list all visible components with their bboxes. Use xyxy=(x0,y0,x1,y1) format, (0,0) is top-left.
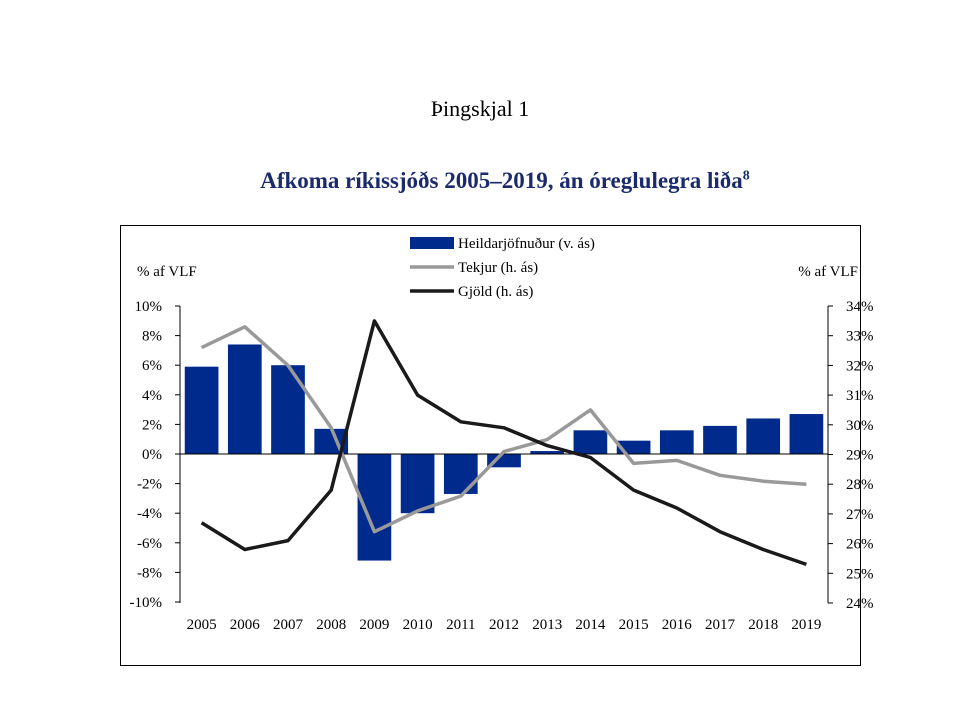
right-tick-label: 25% xyxy=(846,566,874,582)
chart-title: Afkoma ríkissjóðs 2005–2019, án óreglule… xyxy=(0,168,960,194)
bar-2005 xyxy=(184,366,219,454)
left-tick-label: -2% xyxy=(137,477,162,493)
x-tick-label: 2011 xyxy=(446,617,475,633)
bar-2019 xyxy=(789,414,824,454)
bar-2018 xyxy=(746,418,781,454)
line-tekjur xyxy=(200,325,807,534)
legend-label: Gjöld (h. ás) xyxy=(458,284,533,300)
left-tick-label: 6% xyxy=(142,358,162,374)
x-tick-label: 2016 xyxy=(662,617,693,633)
bar-2010 xyxy=(400,454,435,514)
legend-swatch-bar xyxy=(410,237,454,249)
x-tick-label: 2012 xyxy=(489,617,519,633)
right-tick-label: 33% xyxy=(846,329,874,345)
legend-label: Heildarjöfnuður (v. ás) xyxy=(458,236,595,252)
bar-2006 xyxy=(227,344,262,454)
bar-2007 xyxy=(271,365,305,454)
x-tick-label: 2008 xyxy=(316,617,346,633)
bar-2016 xyxy=(659,430,694,454)
left-tick-label: 10% xyxy=(135,299,163,315)
title-footnote: 8 xyxy=(742,168,750,184)
right-tick-label: 31% xyxy=(846,388,874,404)
right-tick-label: 26% xyxy=(846,537,874,553)
left-tick-label: -10% xyxy=(130,595,163,611)
left-tick-label: 8% xyxy=(142,329,162,345)
right-tick-label: 32% xyxy=(846,358,874,374)
right-tick-label: 34% xyxy=(846,299,874,315)
bar-2017 xyxy=(703,425,737,454)
left-tick-label: -4% xyxy=(137,506,162,522)
left-tick-label: 0% xyxy=(142,447,162,463)
left-tick-label: -6% xyxy=(137,536,162,552)
legend-label: Tekjur (h. ás) xyxy=(458,260,538,276)
x-tick-label: 2007 xyxy=(273,617,304,633)
chart-title-text: Afkoma ríkissjóðs 2005–2019, án óreglule… xyxy=(260,168,743,193)
right-tick-label: 27% xyxy=(846,507,874,523)
bar-2013 xyxy=(530,451,565,454)
x-tick-label: 2006 xyxy=(230,617,261,633)
x-tick-label: 2017 xyxy=(705,617,736,633)
x-tick-label: 2015 xyxy=(619,617,649,633)
chart-frame xyxy=(120,225,861,666)
bar-2012 xyxy=(487,454,521,468)
bar-2011 xyxy=(443,454,478,494)
x-tick-label: 2014 xyxy=(575,617,606,633)
x-tick-label: 2018 xyxy=(748,617,778,633)
left-tick-label: 4% xyxy=(142,388,162,404)
x-tick-label: 2010 xyxy=(403,617,433,633)
right-tick-label: 30% xyxy=(846,418,874,434)
right-tick-label: 29% xyxy=(846,448,874,464)
x-tick-label: 2005 xyxy=(187,617,217,633)
x-tick-label: 2009 xyxy=(359,617,389,633)
x-tick-label: 2019 xyxy=(791,617,821,633)
right-tick-label: 28% xyxy=(846,477,874,493)
page-header: Þingskjal 1 xyxy=(430,96,530,121)
x-tick-label: 2013 xyxy=(532,617,562,633)
right-tick-label: 24% xyxy=(846,596,874,612)
left-tick-label: 2% xyxy=(142,417,162,433)
left-axis-label: % af VLF xyxy=(137,264,197,280)
right-axis-label: % af VLF xyxy=(798,264,858,280)
line-gjöld xyxy=(200,319,807,567)
bar-2014 xyxy=(573,430,608,454)
left-tick-label: -8% xyxy=(137,565,162,581)
